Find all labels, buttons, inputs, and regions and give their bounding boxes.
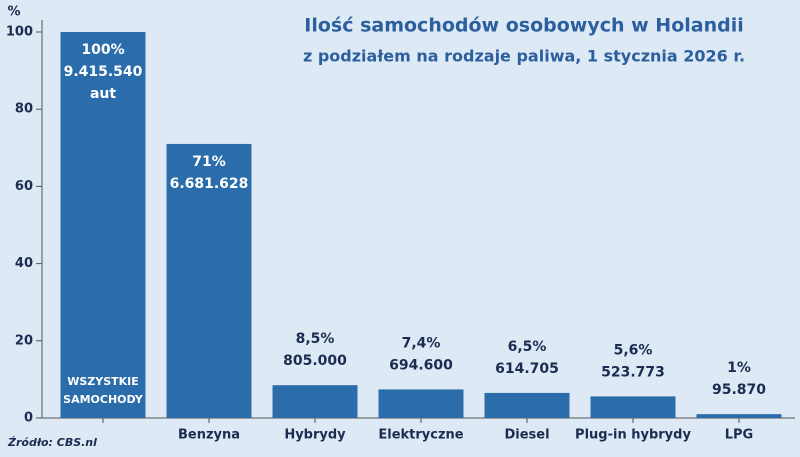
count-label: 805.000 xyxy=(283,353,347,369)
bar xyxy=(272,385,358,418)
x-tick-label: Benzyna xyxy=(178,428,240,443)
count-label: 694.600 xyxy=(389,357,453,373)
source: Źródło: CBS.nl xyxy=(7,436,97,449)
x-tick-label: Plug-in hybrydy xyxy=(575,428,691,443)
bar xyxy=(696,414,782,418)
value-label: 1% xyxy=(727,360,751,376)
x-tick-label: Elektryczne xyxy=(378,428,463,443)
value-label: 6,5% xyxy=(508,339,547,355)
y-tick-label: 40 xyxy=(15,256,33,271)
chart-subtitle: z podziałem na rodzaje paliwa, 1 styczni… xyxy=(303,47,745,66)
value-label: 71% xyxy=(192,154,226,170)
value-label: 8,5% xyxy=(296,331,335,347)
y-tick-label: 20 xyxy=(15,333,33,348)
x-tick-label: LPG xyxy=(725,428,753,443)
bar xyxy=(590,396,676,418)
bar-inside-label: SAMOCHODY xyxy=(63,393,144,406)
count-label: 95.870 xyxy=(712,382,766,398)
y-tick-label: 60 xyxy=(15,179,33,194)
x-tick-label: Hybrydy xyxy=(284,428,346,443)
y-tick-label: 80 xyxy=(15,102,33,117)
value-label: 100% xyxy=(81,42,124,58)
count-unit: aut xyxy=(90,86,116,102)
count-label: 6.681.628 xyxy=(170,176,249,192)
y-tick-label: 100 xyxy=(6,25,33,40)
count-label: 523.773 xyxy=(601,364,665,380)
value-label: 5,6% xyxy=(614,342,653,358)
bar xyxy=(166,143,252,418)
bar-inside-label: WSZYSTKIE xyxy=(67,375,139,388)
bar xyxy=(378,389,464,418)
value-label: 7,4% xyxy=(402,335,441,351)
y-axis-label: % xyxy=(7,5,20,20)
y-tick-label: 0 xyxy=(24,411,33,426)
count-label: 9.415.540 xyxy=(64,64,143,80)
chart-title: Ilość samochodów osobowych w Holandii xyxy=(304,15,744,37)
count-label: 614.705 xyxy=(495,361,559,377)
x-tick-label: Diesel xyxy=(504,428,549,443)
bar xyxy=(484,392,570,418)
bar xyxy=(60,32,146,418)
